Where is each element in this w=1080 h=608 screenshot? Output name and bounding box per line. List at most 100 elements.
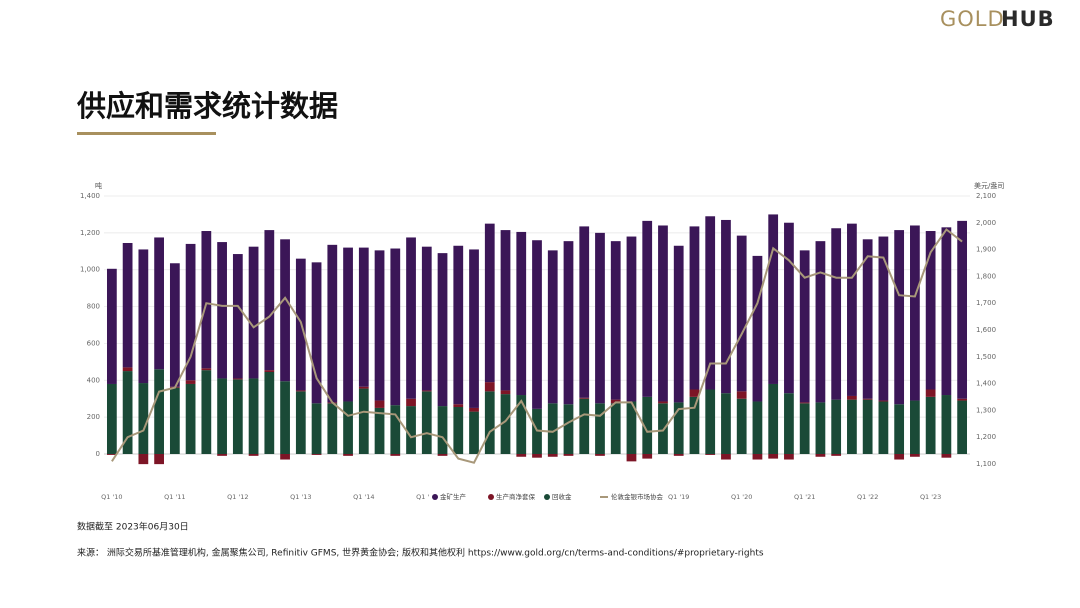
y-tick-label: 0	[96, 450, 100, 458]
legend-swatch	[432, 494, 438, 500]
bar-segment	[469, 249, 479, 408]
bar-segment	[185, 383, 196, 454]
logo-gold: GOLD	[940, 7, 1005, 31]
bar-segment	[106, 383, 117, 454]
bar-segment	[311, 403, 322, 454]
bar-segment	[484, 391, 495, 454]
bar-segment	[280, 454, 290, 460]
bar-segment	[925, 389, 936, 397]
bar-segment	[264, 230, 275, 371]
bar-segment	[673, 454, 684, 456]
bar-segment	[453, 245, 464, 405]
bar-segment	[390, 454, 401, 456]
bar-segment	[437, 454, 448, 456]
bar-segment	[358, 247, 369, 387]
bar-segment	[516, 395, 527, 454]
y2-tick-label: 1,400	[976, 380, 996, 388]
bar-segment	[642, 454, 653, 459]
bar-segment	[847, 399, 857, 454]
bar-segment	[248, 454, 259, 456]
y-axis-title: 吨	[95, 181, 102, 190]
bar-segment	[343, 454, 353, 456]
bar-segment	[437, 406, 448, 454]
bar-segment	[878, 236, 889, 401]
bar-segment	[201, 231, 212, 369]
bar-segment	[595, 232, 605, 404]
bar-segment	[721, 454, 731, 460]
bar-segment	[390, 248, 401, 406]
bar-segment	[516, 454, 527, 457]
bar-segment	[122, 367, 133, 372]
bar-segment	[831, 454, 842, 456]
bar-segment	[705, 454, 716, 455]
bar-segment	[185, 243, 196, 381]
bar-segment	[374, 400, 385, 408]
data-note: 数据截至 2023年06月30日	[77, 521, 189, 533]
bar-segment	[689, 226, 700, 390]
bar-segment	[469, 407, 479, 412]
bar-segment	[232, 379, 243, 454]
bar-segment	[138, 383, 149, 454]
bar-segment	[138, 454, 149, 465]
bar-segment	[957, 400, 968, 454]
bar-segment	[280, 381, 290, 454]
title-underline	[77, 132, 216, 135]
bar-segment	[311, 454, 322, 455]
bar-segment	[154, 369, 164, 454]
bar-segment	[217, 242, 227, 379]
bar-segment	[957, 398, 968, 401]
y-tick-label: 400	[87, 376, 100, 384]
bar-segment	[894, 454, 905, 460]
bar-segment	[831, 228, 842, 400]
legend-label: 金矿生产	[440, 492, 467, 501]
x-tick-label: Q1 '21	[794, 493, 815, 501]
x-tick-label: Q1 '12	[227, 493, 248, 501]
bar-segment	[327, 244, 338, 403]
bar-segment	[768, 454, 779, 459]
bar-segment	[469, 411, 479, 454]
bar-segment	[185, 380, 196, 384]
bar-segment	[642, 220, 653, 397]
legend-bg	[485, 491, 537, 503]
bar-segment	[532, 454, 542, 458]
bar-segment	[406, 237, 416, 399]
plot: 0 200 400 600 800 1,000 1,200 1,400 1,100 1,200 1,…	[80, 192, 996, 503]
y2-tick-label: 1,100	[976, 460, 996, 468]
bar-segment	[547, 454, 558, 457]
x-tick-label: Q1 '15	[416, 493, 437, 501]
bar-segment	[689, 396, 700, 454]
y-tick-label: 1,000	[80, 266, 100, 274]
y2-tick-label: 1,500	[976, 353, 996, 361]
y2-tick-label: 2,000	[976, 219, 996, 227]
bar-segment	[106, 454, 117, 455]
bar-segment	[847, 395, 857, 400]
y2-tick-label: 1,300	[976, 406, 996, 414]
price-line	[111, 228, 963, 464]
bar-segment	[343, 401, 353, 454]
bar-segment	[217, 454, 227, 456]
legend-label: 生产商净套保	[496, 492, 536, 501]
bar-segment	[799, 403, 810, 454]
bar-segment	[784, 393, 794, 454]
bar-segment	[201, 370, 212, 454]
y2-tick-label: 1,800	[976, 272, 996, 280]
bar-segment	[736, 391, 747, 399]
bar-segment	[626, 236, 637, 402]
bar-segment	[862, 239, 873, 399]
bar-segment	[122, 371, 133, 454]
bar-segment	[563, 454, 574, 456]
bar-segment	[343, 247, 353, 402]
bar-segment	[500, 390, 511, 395]
bar-segment	[201, 368, 212, 371]
y-tick-label: 1,400	[80, 192, 100, 200]
bar-segment	[500, 230, 511, 391]
bar-segment	[815, 402, 826, 454]
bar-segment	[941, 227, 952, 396]
bar-segment	[752, 454, 763, 460]
bar-segment	[658, 225, 668, 402]
bar-segment	[815, 454, 826, 457]
legend-bg	[597, 491, 663, 503]
y-tick-label: 600	[87, 339, 100, 347]
y2-axis-title: 美元/盎司	[974, 181, 1004, 190]
